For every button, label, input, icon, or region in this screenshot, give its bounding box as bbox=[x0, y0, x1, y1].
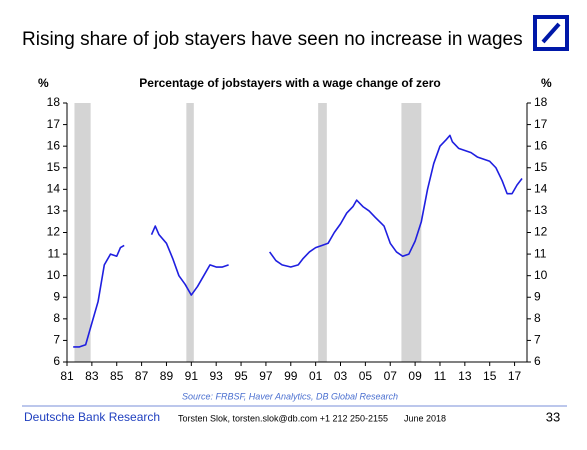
y-tick-label: 12 bbox=[47, 225, 61, 239]
recession-band bbox=[186, 103, 194, 362]
y2-tick-label: 14 bbox=[534, 182, 548, 196]
y-tick-label: 18 bbox=[47, 95, 61, 109]
y-tick-label: 16 bbox=[47, 138, 61, 152]
source-note: Source: FRBSF, Haver Analytics, DB Globa… bbox=[182, 391, 398, 401]
logo-frame bbox=[533, 15, 569, 51]
y-tick-label: 10 bbox=[47, 268, 61, 282]
y2-axis-label: % bbox=[541, 76, 552, 90]
y2-tick-label: 12 bbox=[534, 225, 548, 239]
x-tick-label: 89 bbox=[160, 369, 174, 383]
x-tick-label: 13 bbox=[458, 369, 472, 383]
data-line bbox=[73, 134, 523, 348]
y-tick-label: 9 bbox=[53, 289, 60, 303]
x-tick-label: 91 bbox=[185, 369, 199, 383]
y-tick-label: 14 bbox=[47, 182, 61, 196]
plot-area: 6789101112131415161718678910111213141516… bbox=[47, 95, 548, 383]
y-tick-label: 15 bbox=[47, 160, 61, 174]
footer-org: Deutsche Bank Research bbox=[24, 410, 160, 424]
recession-band bbox=[74, 103, 91, 362]
recession-band bbox=[318, 103, 327, 362]
x-tick-label: 03 bbox=[334, 369, 348, 383]
x-tick-label: 83 bbox=[85, 369, 99, 383]
recession-band bbox=[401, 103, 422, 362]
x-tick-label: 81 bbox=[60, 369, 74, 383]
y2-tick-label: 9 bbox=[534, 289, 541, 303]
chart-subtitle: Percentage of jobstayers with a wage cha… bbox=[139, 76, 440, 90]
y-tick-label: 7 bbox=[53, 333, 60, 347]
x-tick-label: 87 bbox=[135, 369, 149, 383]
y2-tick-label: 6 bbox=[534, 354, 541, 368]
y-tick-label: 6 bbox=[53, 354, 60, 368]
x-tick-label: 09 bbox=[408, 369, 422, 383]
y-tick-label: 17 bbox=[47, 117, 61, 131]
footer-date: June 2018 bbox=[404, 413, 446, 423]
x-tick-label: 93 bbox=[210, 369, 224, 383]
y-tick-label: 13 bbox=[47, 203, 61, 217]
y2-tick-label: 16 bbox=[534, 138, 548, 152]
x-tick-label: 01 bbox=[309, 369, 323, 383]
db-logo bbox=[533, 15, 569, 51]
footer-author: Torsten Slok, torsten.slok@db.com +1 212… bbox=[178, 413, 388, 423]
x-tick-label: 85 bbox=[110, 369, 124, 383]
x-tick-label: 97 bbox=[259, 369, 273, 383]
x-tick-label: 17 bbox=[508, 369, 522, 383]
x-tick-label: 07 bbox=[384, 369, 398, 383]
y2-tick-label: 17 bbox=[534, 117, 548, 131]
y2-tick-label: 18 bbox=[534, 95, 548, 109]
x-tick-label: 11 bbox=[434, 369, 447, 383]
y-tick-label: 11 bbox=[48, 246, 61, 260]
footer-page: 33 bbox=[546, 409, 560, 424]
slide-title: Rising share of job stayers have seen no… bbox=[22, 29, 523, 50]
y2-tick-label: 8 bbox=[534, 311, 541, 325]
x-tick-label: 15 bbox=[483, 369, 497, 383]
y2-tick-label: 13 bbox=[534, 203, 548, 217]
logo-slash bbox=[541, 22, 561, 44]
y2-tick-label: 10 bbox=[534, 268, 548, 282]
y-axis-label: % bbox=[38, 76, 49, 90]
x-tick-label: 95 bbox=[234, 369, 248, 383]
y-tick-label: 8 bbox=[53, 311, 60, 325]
x-tick-label: 99 bbox=[284, 369, 298, 383]
y2-tick-label: 15 bbox=[534, 160, 548, 174]
y2-tick-label: 11 bbox=[534, 246, 547, 260]
x-tick-label: 05 bbox=[359, 369, 373, 383]
y2-tick-label: 7 bbox=[534, 333, 541, 347]
